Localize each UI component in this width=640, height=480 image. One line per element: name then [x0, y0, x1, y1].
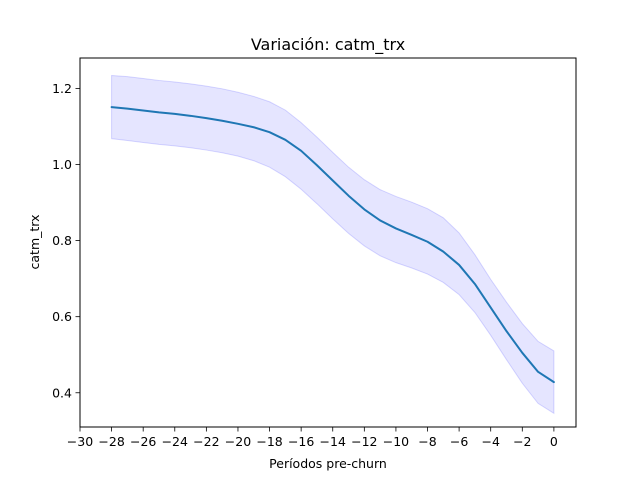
y-tick-label: 0.4 — [52, 385, 72, 400]
y-tick-label: 0.6 — [52, 309, 72, 324]
x-axis: −30 −28 −26 −24 −22 −20 −18 −16 −14 −12 −10 −8 −6 −4−… — [67, 427, 558, 449]
y-axis-label: catm_trx — [27, 215, 42, 270]
x-tick-label: −12 — [351, 434, 377, 449]
y-tick-label: 1.0 — [52, 157, 72, 172]
series-line-layer — [110, 106, 555, 384]
x-tick-label: −4 — [481, 434, 499, 449]
x-tick-label: −6 — [450, 434, 468, 449]
x-tick-label: −22 — [193, 434, 219, 449]
y-axis: 0.4 0.6 0.8 1.0 1.2 — [52, 81, 80, 400]
y-tick-label: 0.8 — [52, 233, 72, 248]
plot-area-frame — [79, 57, 577, 428]
x-axis-label: Períodos pre-churn — [269, 456, 387, 471]
x-tick-label: 0 — [550, 434, 558, 449]
x-tick-label: −28 — [98, 434, 124, 449]
confidence-band-layer — [111, 74, 555, 415]
x-tick-label: −10 — [383, 434, 409, 449]
confidence-band — [111, 74, 555, 415]
chart-title: Variación: catm_trx — [251, 35, 405, 55]
x-tick-label: −2 — [513, 434, 531, 449]
x-tick-label: −26 — [130, 434, 156, 449]
x-tick-label: −14 — [320, 434, 346, 449]
x-tick-label: −20 — [225, 434, 251, 449]
x-tick-label: −30 — [67, 434, 93, 449]
x-tick-label: −18 — [256, 434, 282, 449]
x-tick-label: −8 — [418, 434, 436, 449]
x-tick-label: −16 — [288, 434, 314, 449]
series-line — [110, 106, 555, 384]
x-tick-label: −24 — [162, 434, 188, 449]
y-tick-label: 1.2 — [52, 81, 72, 96]
